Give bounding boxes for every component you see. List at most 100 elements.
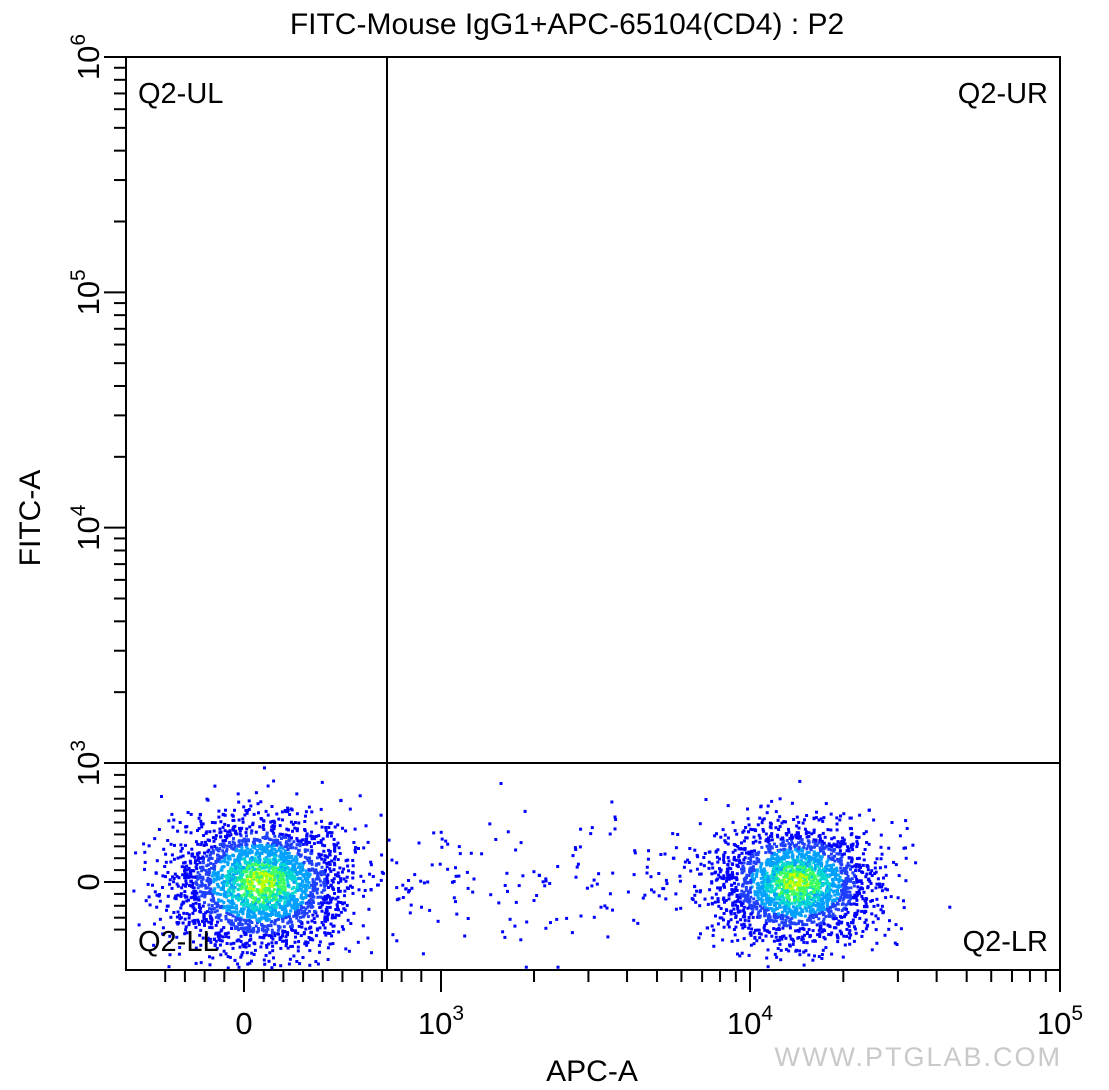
event-dot xyxy=(257,851,261,855)
event-dot xyxy=(311,887,315,891)
event-dot xyxy=(880,852,884,856)
event-dot xyxy=(821,843,825,847)
event-dot xyxy=(821,900,824,904)
event-dot xyxy=(904,819,908,823)
event-dot xyxy=(426,880,430,884)
event-dot xyxy=(266,900,270,904)
event-dot xyxy=(286,880,290,884)
event-dot xyxy=(776,818,780,822)
event-dot xyxy=(784,820,787,824)
event-dot xyxy=(806,864,810,868)
event-dot xyxy=(790,850,794,854)
event-dot xyxy=(151,883,154,887)
event-dot xyxy=(834,907,838,911)
event-dot xyxy=(605,906,609,910)
event-dot xyxy=(351,864,355,868)
event-dot xyxy=(183,894,187,898)
event-dot xyxy=(337,930,341,934)
event-dot xyxy=(357,847,360,850)
event-dot xyxy=(277,858,281,862)
event-dot xyxy=(195,883,199,886)
event-dot xyxy=(777,923,781,927)
event-dot xyxy=(362,894,365,898)
event-dot xyxy=(234,904,238,908)
event-dot xyxy=(204,886,208,890)
event-dot xyxy=(200,882,204,886)
event-dot xyxy=(902,899,905,903)
event-dot xyxy=(271,829,275,833)
event-dot xyxy=(858,865,861,869)
event-dot xyxy=(291,822,295,826)
event-dot xyxy=(304,896,308,899)
event-dot xyxy=(231,921,234,925)
event-dot xyxy=(184,925,188,929)
event-dot xyxy=(783,909,787,913)
event-dot xyxy=(814,877,818,881)
event-dot xyxy=(284,836,288,839)
event-dot xyxy=(272,878,275,882)
event-dot xyxy=(792,895,796,899)
event-dot xyxy=(747,916,751,919)
event-dot xyxy=(776,916,779,919)
event-dot xyxy=(230,846,234,850)
event-dot xyxy=(301,868,305,872)
event-dot xyxy=(807,851,811,854)
event-dot xyxy=(209,851,213,855)
event-dot xyxy=(806,885,810,889)
event-dot xyxy=(344,829,348,833)
event-dot xyxy=(269,919,273,923)
event-dot xyxy=(772,903,776,907)
event-dot xyxy=(816,908,820,912)
chart-title: FITC-Mouse IgG1+APC-65104(CD4) : P2 xyxy=(290,8,844,41)
event-dot xyxy=(243,892,247,896)
event-dot xyxy=(742,858,746,862)
event-dot xyxy=(833,875,837,878)
event-dot xyxy=(879,833,883,837)
event-dot xyxy=(242,805,246,809)
event-dot xyxy=(812,857,816,861)
event-dot xyxy=(198,933,202,937)
event-dot xyxy=(283,902,287,906)
event-dot xyxy=(776,864,780,868)
event-dot xyxy=(228,830,232,834)
event-dot xyxy=(802,927,806,931)
event-dot xyxy=(200,879,204,883)
event-dot xyxy=(870,889,874,893)
event-dot xyxy=(574,848,578,851)
event-dot xyxy=(778,825,782,828)
event-dot xyxy=(285,939,288,943)
event-dot xyxy=(323,881,327,884)
event-dot xyxy=(307,867,311,871)
event-dot xyxy=(244,896,247,900)
event-dot xyxy=(264,912,268,916)
event-dot xyxy=(725,879,728,883)
event-dot xyxy=(679,906,683,910)
event-dot xyxy=(295,960,299,963)
event-dot xyxy=(303,913,307,917)
event-dot xyxy=(832,870,836,874)
event-dot xyxy=(836,935,840,939)
event-dot xyxy=(797,880,801,884)
event-dot xyxy=(797,820,801,824)
event-dot xyxy=(787,861,790,865)
event-dot xyxy=(310,830,314,834)
event-dot xyxy=(225,883,229,887)
event-dot xyxy=(243,901,247,905)
event-dot xyxy=(271,949,275,953)
event-dot xyxy=(287,912,291,916)
event-dot xyxy=(182,861,186,865)
event-dot xyxy=(835,933,839,937)
event-dot xyxy=(407,890,411,894)
event-dot xyxy=(239,934,243,938)
event-dot xyxy=(793,913,797,917)
event-dot xyxy=(864,899,868,903)
event-dot xyxy=(451,880,454,884)
event-dot xyxy=(870,912,874,916)
event-dot xyxy=(161,886,164,889)
event-dot xyxy=(277,834,281,838)
event-dot xyxy=(241,900,245,903)
event-dot xyxy=(212,866,216,870)
event-dot xyxy=(784,874,787,878)
event-dot xyxy=(785,875,789,879)
